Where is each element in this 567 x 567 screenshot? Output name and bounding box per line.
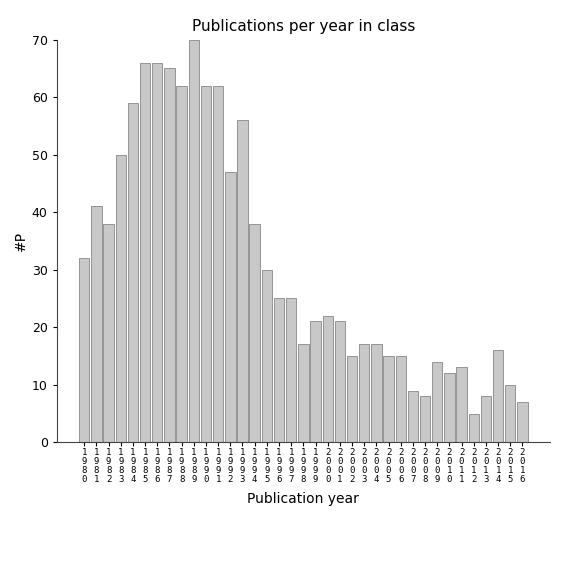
Bar bbox=[152, 63, 163, 442]
Bar bbox=[323, 316, 333, 442]
Bar bbox=[164, 69, 175, 442]
Bar bbox=[408, 391, 418, 442]
Bar bbox=[505, 385, 515, 442]
Bar bbox=[286, 298, 297, 442]
Bar bbox=[274, 298, 284, 442]
Bar bbox=[396, 356, 406, 442]
Bar bbox=[225, 172, 235, 442]
Bar bbox=[371, 345, 382, 442]
Bar bbox=[201, 86, 211, 442]
Bar bbox=[128, 103, 138, 442]
Bar bbox=[456, 367, 467, 442]
Title: Publications per year in class: Publications per year in class bbox=[192, 19, 415, 35]
Bar bbox=[432, 362, 442, 442]
Bar bbox=[481, 396, 491, 442]
Bar bbox=[249, 224, 260, 442]
X-axis label: Publication year: Publication year bbox=[247, 492, 359, 506]
Bar bbox=[493, 350, 503, 442]
Bar bbox=[103, 224, 114, 442]
Y-axis label: #P: #P bbox=[14, 231, 28, 251]
Bar bbox=[189, 40, 199, 442]
Bar bbox=[298, 345, 308, 442]
Bar bbox=[176, 86, 187, 442]
Bar bbox=[140, 63, 150, 442]
Bar bbox=[347, 356, 357, 442]
Bar bbox=[261, 270, 272, 442]
Bar bbox=[517, 402, 527, 442]
Bar bbox=[91, 206, 101, 442]
Bar bbox=[335, 321, 345, 442]
Bar bbox=[213, 86, 223, 442]
Bar bbox=[383, 356, 393, 442]
Bar bbox=[238, 120, 248, 442]
Bar bbox=[444, 373, 455, 442]
Bar bbox=[310, 321, 321, 442]
Bar bbox=[116, 155, 126, 442]
Bar bbox=[420, 396, 430, 442]
Bar bbox=[468, 413, 479, 442]
Bar bbox=[359, 345, 369, 442]
Bar bbox=[79, 258, 90, 442]
